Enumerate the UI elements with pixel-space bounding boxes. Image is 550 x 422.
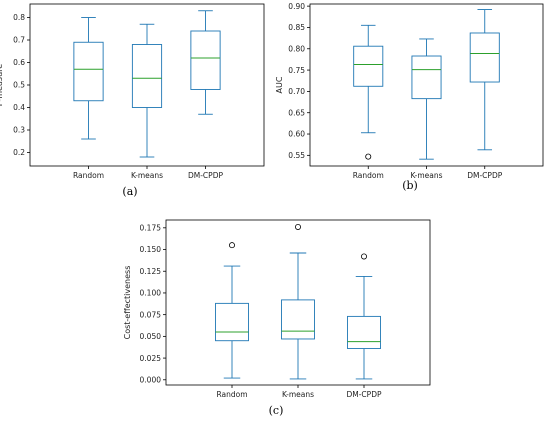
y-tick-label: 0.175 bbox=[140, 224, 162, 233]
y-tick-label: 0.60 bbox=[288, 130, 305, 139]
panel-caption: (b) bbox=[402, 179, 418, 192]
y-tick-label: 0.85 bbox=[288, 23, 305, 32]
y-tick-label: 0.4 bbox=[13, 103, 25, 112]
x-tick-label: DM-CPDP bbox=[188, 171, 223, 180]
box-iqr bbox=[411, 55, 442, 100]
y-tick-label: 0.80 bbox=[288, 44, 305, 53]
box-iqr bbox=[347, 315, 381, 349]
y-tick-label: 0.70 bbox=[288, 87, 305, 96]
y-tick-label: 0.90 bbox=[288, 2, 305, 11]
panel-caption: (a) bbox=[122, 185, 137, 198]
box-iqr bbox=[73, 41, 104, 102]
box-iqr bbox=[215, 302, 249, 342]
y-axis-label: F-measure bbox=[0, 64, 4, 106]
outlier-point bbox=[365, 153, 372, 160]
chart-panel-2: 0.55 0.60 0.65 0.70 0.75 0.80 0.85 0.90 AUC Rando… bbox=[275, 2, 544, 192]
x-tick-label: Random bbox=[73, 171, 104, 180]
x-tick-label: K-means bbox=[282, 390, 314, 399]
y-tick-label: 0.5 bbox=[13, 81, 25, 90]
y-tick-label: 0.025 bbox=[140, 354, 162, 363]
y-axis-label: AUC bbox=[275, 76, 284, 93]
y-tick-label: 0.55 bbox=[288, 151, 305, 160]
y-tick-label: 0.125 bbox=[140, 267, 162, 276]
x-tick-label: DM-CPDP bbox=[467, 171, 502, 180]
x-tick-label: DM-CPDP bbox=[346, 390, 381, 399]
panel-caption: (c) bbox=[269, 404, 284, 417]
chart-panel-3: 0.000 0.025 0.050 0.075 0.100 0.125 0.150 0.175… bbox=[123, 219, 431, 417]
box-iqr bbox=[190, 30, 221, 90]
x-tick-label: Random bbox=[216, 390, 247, 399]
y-tick-label: 0.100 bbox=[140, 289, 162, 298]
chart-panel-1: 0.2 0.3 0.4 0.5 0.6 0.7 0.8 F-measure Random K-me… bbox=[0, 3, 265, 198]
box-iqr bbox=[281, 299, 315, 340]
y-tick-label: 0.2 bbox=[13, 148, 25, 157]
x-tick-label: Random bbox=[353, 171, 384, 180]
outlier-point bbox=[360, 253, 367, 260]
y-tick-label: 0.000 bbox=[140, 375, 162, 384]
y-tick-label: 0.65 bbox=[288, 108, 305, 117]
box-iqr bbox=[469, 32, 500, 83]
y-tick-label: 0.3 bbox=[13, 126, 25, 135]
y-tick-label: 0.075 bbox=[140, 310, 162, 319]
y-tick-label: 0.75 bbox=[288, 66, 305, 75]
y-tick-label: 0.6 bbox=[13, 58, 25, 67]
y-tick-label: 0.150 bbox=[140, 245, 162, 254]
y-tick-label: 0.050 bbox=[140, 332, 162, 341]
box-iqr bbox=[353, 45, 384, 87]
outlier-point bbox=[228, 242, 235, 249]
x-tick-label: K-means bbox=[131, 171, 163, 180]
outlier-point bbox=[294, 223, 301, 230]
y-tick-label: 0.8 bbox=[13, 13, 25, 22]
y-axis-label: Cost-effectiveness bbox=[123, 266, 132, 340]
x-tick-label: K-means bbox=[410, 171, 442, 180]
y-tick-label: 0.7 bbox=[13, 36, 25, 45]
box-iqr bbox=[131, 44, 163, 108]
